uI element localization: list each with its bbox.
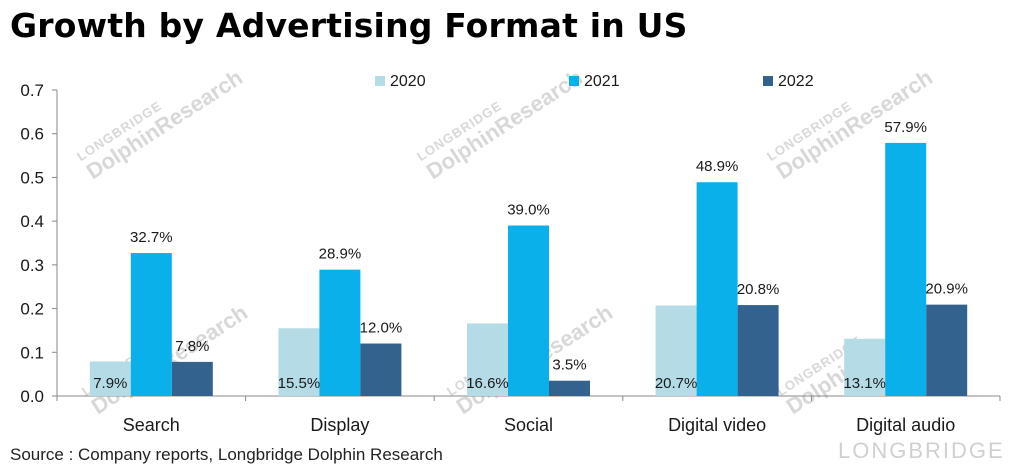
bar-2021 <box>130 253 172 396</box>
x-tick-label: Digital video <box>668 415 766 435</box>
legend-label-2021: 2021 <box>584 73 620 90</box>
data-label-2021: 28.9% <box>319 246 362 263</box>
x-tick-label: Digital audio <box>856 415 955 435</box>
bar-2020 <box>278 328 320 396</box>
bar-2021 <box>319 269 361 396</box>
chart-title: Growth by Advertising Format in US <box>10 6 688 45</box>
bar-2022 <box>360 343 402 396</box>
bar-2020 <box>655 305 697 396</box>
bar-2021 <box>885 142 927 396</box>
y-tick-label: 0.6 <box>20 125 44 144</box>
data-label-2022: 20.9% <box>925 281 968 298</box>
legend-swatch-2020 <box>375 76 385 86</box>
data-label-2020: 15.5% <box>278 375 321 392</box>
bar-2020 <box>89 361 131 396</box>
data-label-2021: 57.9% <box>884 119 927 136</box>
data-label-2021: 32.7% <box>130 229 173 246</box>
y-tick-label: 0.5 <box>20 168 44 187</box>
bar-2022 <box>549 380 590 396</box>
y-tick-label: 0.7 <box>20 81 44 100</box>
x-tick-label: Search <box>123 415 180 435</box>
data-label-2022: 20.8% <box>737 281 780 298</box>
legend-label-2020: 2020 <box>390 73 426 90</box>
x-tick-label: Social <box>504 415 553 435</box>
bar-2022 <box>737 305 779 396</box>
data-label-2022: 7.8% <box>175 338 209 355</box>
data-label-2022: 12.0% <box>360 320 403 337</box>
y-tick-label: 0.0 <box>20 387 44 406</box>
legend-swatch-2021 <box>569 76 579 86</box>
data-label-2020: 13.1% <box>843 375 886 392</box>
bar-2020 <box>844 338 886 396</box>
y-tick-label: 0.4 <box>20 212 44 231</box>
data-label-2021: 39.0% <box>507 202 550 219</box>
bar-2021 <box>696 182 738 396</box>
data-label-2020: 16.6% <box>466 375 509 392</box>
data-label-2022: 3.5% <box>552 357 586 374</box>
y-tick-label: 0.3 <box>20 256 44 275</box>
source-note: Source : Company reports, Longbridge Dol… <box>10 445 443 464</box>
bar-2022 <box>171 361 213 396</box>
y-tick-label: 0.1 <box>20 343 44 362</box>
bar-2020 <box>467 323 508 396</box>
legend-swatch-2022 <box>763 76 773 86</box>
corner-logo: LONGBRIDGE <box>838 438 1005 463</box>
x-tick-label: Display <box>310 415 369 435</box>
y-tick-label: 0.2 <box>20 300 44 319</box>
legend-label-2022: 2022 <box>778 73 814 90</box>
data-label-2021: 48.9% <box>696 158 739 175</box>
bar-2021 <box>508 225 549 396</box>
bar-2022 <box>926 304 968 396</box>
data-label-2020: 7.9% <box>93 375 127 392</box>
data-label-2020: 20.7% <box>655 375 698 392</box>
